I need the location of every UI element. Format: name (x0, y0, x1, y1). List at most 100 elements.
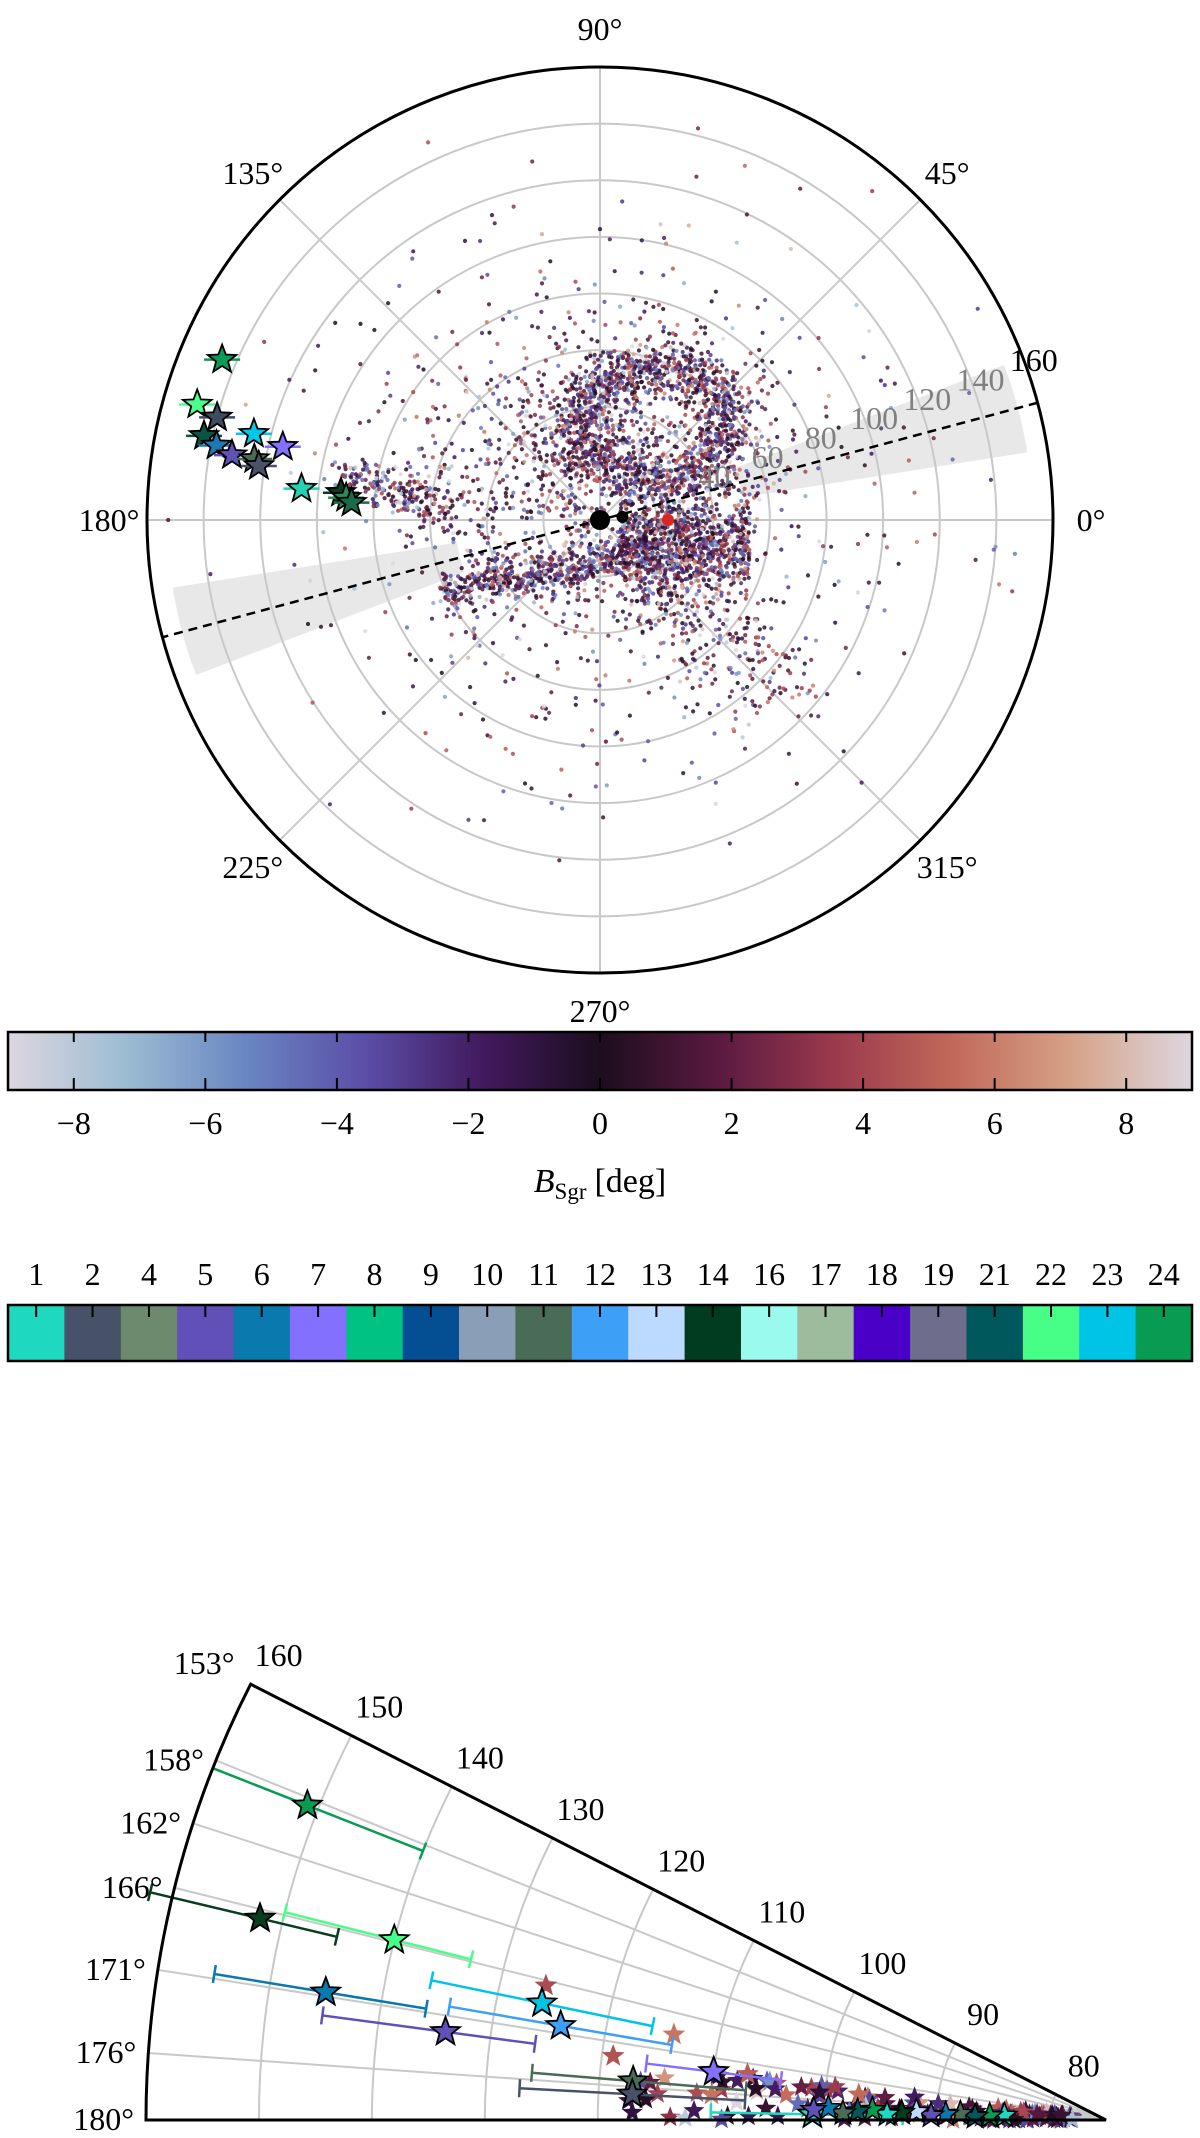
scatter-point (643, 501, 648, 506)
scatter-point (436, 518, 441, 523)
scatter-point (449, 499, 455, 504)
scatter-point (722, 537, 727, 542)
scatter-point (492, 612, 497, 617)
scatter-point (360, 467, 366, 472)
scatter-point (660, 563, 665, 568)
scatter-point (668, 395, 673, 400)
scatter-point (788, 246, 794, 252)
scatter-point (733, 716, 738, 722)
scatter-point (544, 453, 550, 458)
scatter-point (425, 417, 430, 422)
scatter-point (292, 562, 297, 567)
scatter-point (690, 479, 695, 484)
scatter-point (601, 580, 606, 586)
scatter-point (433, 545, 438, 550)
scatter-point (577, 506, 582, 511)
scatter-point (529, 582, 534, 588)
scatter-point (611, 614, 616, 619)
scatter-point (500, 477, 506, 483)
scatter-point (616, 368, 621, 373)
polar-scatter-points (166, 126, 1018, 863)
scatter-point (568, 584, 573, 589)
scatter-point (408, 491, 413, 496)
scatter-point (552, 572, 557, 577)
scatter-point (529, 786, 534, 791)
scatter-point (550, 597, 555, 602)
scatter-point (555, 660, 560, 665)
scatter-point (763, 407, 768, 412)
scatter-point (646, 444, 651, 449)
scatter-point (665, 415, 670, 420)
scatter-point (573, 702, 578, 707)
scatter-point (743, 433, 748, 438)
scatter-point (648, 529, 654, 534)
scatter-point (695, 569, 700, 575)
scatter-point (603, 471, 608, 476)
scatter-point (619, 570, 624, 576)
scatter-point (606, 410, 612, 415)
scatter-point (855, 541, 861, 547)
theta-label-135: 135° (222, 155, 283, 191)
scatter-point (470, 581, 475, 586)
scatter-point (743, 566, 748, 571)
scatter-point (571, 454, 576, 459)
scatter-point (626, 356, 631, 361)
scatter-point (515, 576, 520, 581)
scatter-point (599, 406, 604, 412)
scatter-point (612, 475, 617, 480)
scatter-point (679, 631, 685, 636)
scatter-point (442, 572, 447, 577)
scatter-point (540, 483, 546, 488)
scatter-point (431, 520, 436, 525)
scatter-point (534, 498, 540, 503)
scatter-point (511, 575, 517, 580)
scatter-point (697, 775, 702, 781)
scatter-point (526, 571, 531, 576)
scatter-point (635, 577, 640, 582)
scatter-point (685, 576, 690, 581)
scatter-point (407, 483, 412, 488)
scatter-point (687, 444, 692, 450)
scatter-point (412, 493, 417, 498)
scatter-point (585, 658, 590, 663)
scatter-point (422, 519, 427, 524)
scatter-point (780, 316, 785, 322)
scatter-point (542, 276, 547, 281)
scatter-point (520, 404, 526, 409)
scatter-point (862, 463, 867, 468)
scatter-point (746, 575, 751, 580)
scatter-point (678, 517, 684, 522)
scatter-point (683, 392, 688, 397)
scatter-point (593, 367, 599, 372)
scatter-point (636, 348, 642, 353)
scatter-point (619, 379, 624, 384)
scatter-point (698, 646, 703, 651)
scatter-point (746, 555, 751, 560)
scatter-point (410, 684, 416, 689)
scatter-point (548, 554, 554, 560)
scatter-point (634, 552, 640, 558)
scatter-point (592, 282, 597, 287)
scatter-point (745, 534, 750, 539)
scatter-point (638, 342, 643, 348)
scatter-point (649, 626, 654, 631)
scatter-point (694, 496, 699, 501)
scatter-point (648, 371, 653, 376)
scatter-point (747, 658, 752, 663)
scatter-point (715, 557, 721, 562)
scatter-point (446, 598, 451, 603)
scatter-point (609, 417, 614, 423)
scatter-point (634, 419, 640, 425)
scatter-point (727, 469, 732, 474)
scatter-point (702, 361, 707, 367)
scatter-point (506, 379, 511, 384)
scatter-point (670, 541, 675, 546)
scatter-point (391, 450, 396, 456)
scatter-point (627, 370, 632, 375)
scatter-point (386, 301, 391, 306)
scatter-point (634, 470, 639, 475)
scatter-point (565, 434, 571, 440)
scatter-point (845, 455, 851, 460)
scatter-point (659, 492, 664, 497)
scatter-point (288, 470, 293, 475)
